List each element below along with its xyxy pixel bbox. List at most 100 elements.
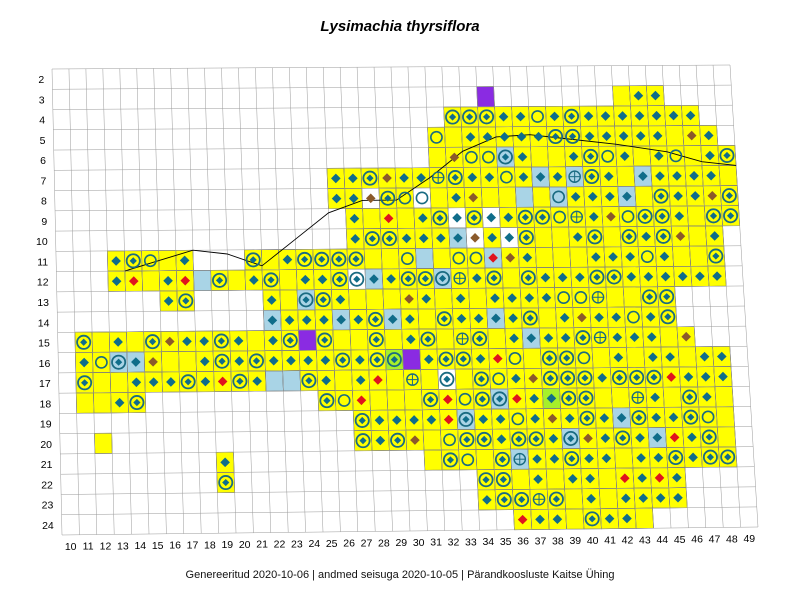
diamond-marker-icon [456, 313, 467, 324]
column-label: 16 [169, 540, 181, 552]
diamond-marker-icon [455, 293, 466, 304]
ring-with-diamond-icon [314, 251, 330, 267]
grid-cell [298, 329, 317, 351]
ring-with-diamond-icon [578, 390, 594, 406]
ring-with-diamond-icon [561, 390, 577, 406]
ring-with-cross-icon [591, 290, 605, 304]
grid-cell [545, 468, 565, 490]
diamond-marker-icon [699, 351, 710, 362]
diamond-marker-icon [166, 377, 176, 387]
ring-with-diamond-icon [213, 333, 229, 349]
grid-cell [403, 389, 423, 411]
ring-with-diamond-icon [335, 352, 351, 368]
diamond-marker-icon [217, 376, 228, 387]
diamond-marker-icon [472, 273, 482, 283]
diamond-marker-icon [637, 473, 647, 483]
column-label: 19 [221, 539, 233, 551]
diamond-marker-icon [487, 232, 497, 243]
grid-cell [454, 368, 474, 390]
ring-with-diamond-icon [682, 389, 698, 405]
ring-with-diamond-icon [380, 190, 396, 206]
diamond-marker-icon [303, 355, 313, 366]
diamond-marker-icon [465, 132, 476, 142]
row-label: 11 [37, 256, 48, 268]
grid-line-vertical [543, 66, 567, 530]
column-label: 45 [674, 534, 686, 546]
ring-with-diamond-icon [301, 373, 317, 389]
coastline [124, 134, 737, 272]
grid-cell [535, 247, 554, 268]
diamond-marker-icon [635, 131, 646, 141]
diamond-marker-icon [707, 190, 718, 201]
diamond-marker-icon [401, 233, 412, 244]
diamond-marker-icon [405, 314, 415, 324]
ring-marker-icon [337, 394, 351, 407]
grid-cell [349, 329, 369, 351]
grid-cell [677, 346, 697, 368]
column-label: 33 [465, 536, 477, 548]
grid-cell [622, 286, 642, 308]
diamond-marker-icon [540, 272, 551, 283]
diamond-marker-icon [512, 393, 522, 404]
ring-marker-icon [508, 352, 522, 365]
ring-with-diamond-icon [442, 452, 458, 468]
grid-cell [92, 372, 112, 394]
diamond-marker-icon [549, 454, 560, 464]
ring-with-diamond-icon [579, 410, 595, 426]
ring-with-diamond-icon [348, 251, 364, 267]
diamond-marker-icon [301, 315, 312, 325]
diamond-marker-icon [583, 111, 594, 121]
ring-with-diamond-icon [621, 229, 637, 245]
diamond-marker-icon [331, 173, 341, 184]
ring-marker-icon [701, 410, 715, 424]
diamond-marker-icon [685, 110, 696, 121]
diamond-marker-icon [387, 314, 398, 325]
grid-cell [532, 186, 551, 208]
diamond-marker-icon [560, 333, 571, 343]
grid-cell [109, 371, 129, 393]
grid-cell [715, 406, 735, 428]
diamond-marker-icon [646, 332, 657, 342]
diamond-marker-icon [522, 252, 533, 263]
column-label: 27 [361, 538, 373, 550]
grid-cell [423, 449, 443, 471]
diamond-marker-icon [634, 111, 645, 121]
diamond-marker-icon [355, 375, 366, 385]
diamond-marker-icon [284, 315, 295, 325]
diamond-marker-icon [718, 371, 728, 382]
grid-line-horizontal [60, 446, 754, 455]
diamond-marker-icon [665, 352, 675, 362]
diamond-marker-icon [220, 457, 230, 468]
ring-with-diamond-icon [476, 431, 492, 447]
diamond-marker-icon [467, 172, 478, 183]
ring-with-diamond-icon [522, 310, 538, 326]
ring-with-diamond-icon [587, 229, 603, 245]
diamond-marker-icon [675, 231, 686, 242]
grid-line-vertical [204, 68, 219, 534]
ring-marker-icon [557, 291, 571, 304]
diamond-marker-icon [643, 271, 654, 282]
diamond-marker-icon [703, 130, 714, 141]
diamond-marker-icon [672, 472, 682, 483]
diamond-marker-icon [484, 172, 495, 183]
diamond-marker-icon [653, 452, 664, 463]
diamond-marker-icon [524, 293, 535, 303]
grid-cell [501, 267, 521, 289]
ring-marker-icon [482, 150, 495, 164]
ring-with-diamond-icon [606, 269, 622, 285]
grid-cell [551, 226, 571, 248]
diamond-marker-icon [683, 372, 694, 382]
row-label: 5 [40, 135, 46, 147]
diamond-marker-icon [421, 293, 432, 304]
grid-line-vertical [407, 66, 428, 531]
grid-cell [626, 346, 646, 368]
ring-with-diamond-icon [462, 109, 478, 125]
ring-with-diamond-icon [473, 371, 489, 387]
diamond-marker-icon [268, 335, 278, 346]
diamond-marker-icon [392, 415, 402, 425]
ring-with-diamond-icon [629, 369, 645, 385]
ring-with-diamond-icon [245, 252, 261, 268]
ring-with-diamond-icon [423, 392, 439, 408]
ring-with-diamond-icon [584, 511, 600, 527]
column-label: 28 [378, 537, 390, 549]
